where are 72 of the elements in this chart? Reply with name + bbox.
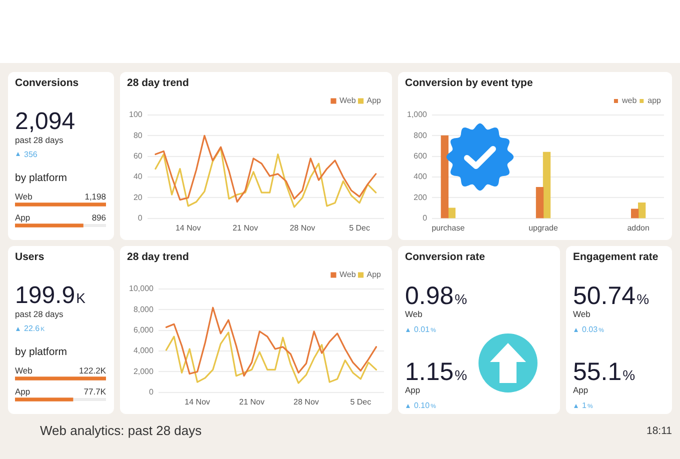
x-tick-label: 21 Nov: [239, 397, 264, 406]
data-label: 896: [92, 212, 106, 222]
text: 18:11: [646, 425, 672, 437]
data-label: 77.7K: [84, 386, 106, 396]
text: Web analytics: past 28 days: [40, 423, 202, 438]
x-tick-label: 5 Dec: [349, 223, 370, 232]
y-tick-label: 40: [133, 172, 143, 182]
text: by platform: [15, 172, 67, 185]
chart-title: Conversion by event type: [405, 77, 533, 89]
x-tick-label: 14 Nov: [184, 397, 210, 406]
y-tick-label: Web: [15, 366, 33, 376]
text: 1.15%: [405, 358, 468, 386]
y-tick-label: 8,000: [133, 304, 154, 314]
y-tick-label: 100: [128, 110, 143, 120]
y-tick-label: 600: [414, 152, 428, 161]
text: 55.1%: [573, 358, 636, 386]
y-tick-label: 0: [138, 214, 143, 223]
text: Engagement rate: [573, 251, 658, 263]
data-label: 122.2K: [79, 366, 106, 376]
text: by platform: [15, 346, 67, 359]
legend-label: web: [620, 96, 638, 106]
legend-label: app: [648, 96, 662, 106]
y-tick-label: App: [15, 386, 30, 396]
text: App: [405, 385, 420, 395]
legend-label: Web: [339, 96, 356, 106]
text: 2,094: [15, 108, 76, 135]
y-tick-label: 80: [133, 130, 143, 140]
text: 356: [24, 150, 38, 159]
x-tick-label: upgrade: [528, 223, 558, 232]
text: past 28 days: [15, 135, 64, 145]
x-tick-label: 21 Nov: [232, 223, 258, 232]
legend-label: App: [366, 270, 382, 280]
legend-label: Web: [339, 270, 356, 280]
y-tick-label: 400: [414, 172, 428, 182]
text: App: [573, 385, 588, 395]
y-tick-label: Web: [15, 192, 33, 202]
text: 50.74%: [573, 282, 650, 310]
bar: [536, 187, 544, 218]
x-tick-label: purchase: [432, 223, 466, 232]
y-tick-label: 1,000: [406, 110, 428, 120]
bar: [440, 135, 449, 218]
x-tick-label: 5 Dec: [350, 397, 372, 406]
text: 199.9K: [15, 282, 86, 309]
chart-title: Conversions: [15, 77, 79, 89]
bar: [638, 202, 646, 218]
chart-title: Users: [15, 251, 44, 263]
y-tick-label: 10,000: [129, 284, 154, 294]
bar: [542, 152, 551, 218]
x-tick-label: 28 Nov: [290, 223, 316, 232]
text: past 28 days: [15, 309, 64, 319]
bar: [448, 208, 456, 218]
text: Web: [573, 309, 590, 319]
legend-label: App: [366, 96, 382, 106]
y-tick-label: 4,000: [133, 346, 154, 356]
y-tick-label: 6,000: [133, 326, 154, 335]
x-tick-label: addon: [627, 223, 650, 232]
y-tick-label: 20: [133, 192, 143, 202]
y-tick-label: 200: [414, 192, 428, 202]
y-tick-label: 0: [422, 214, 428, 223]
data-label: 1,198: [84, 192, 106, 202]
y-tick-label: 60: [133, 152, 143, 161]
y-tick-label: 0: [149, 388, 154, 397]
y-tick-label: App: [15, 212, 30, 222]
x-tick-label: 28 Nov: [294, 397, 319, 406]
y-tick-label: 2,000: [133, 366, 154, 376]
text: 0.98%: [405, 282, 468, 310]
y-tick-label: 800: [414, 130, 428, 140]
bar: [631, 208, 639, 218]
text: Conversion rate: [405, 251, 485, 263]
chart-title: 28 day trend: [127, 77, 189, 89]
x-tick-label: 14 Nov: [175, 223, 201, 232]
chart-title: 28 day trend: [127, 251, 189, 263]
